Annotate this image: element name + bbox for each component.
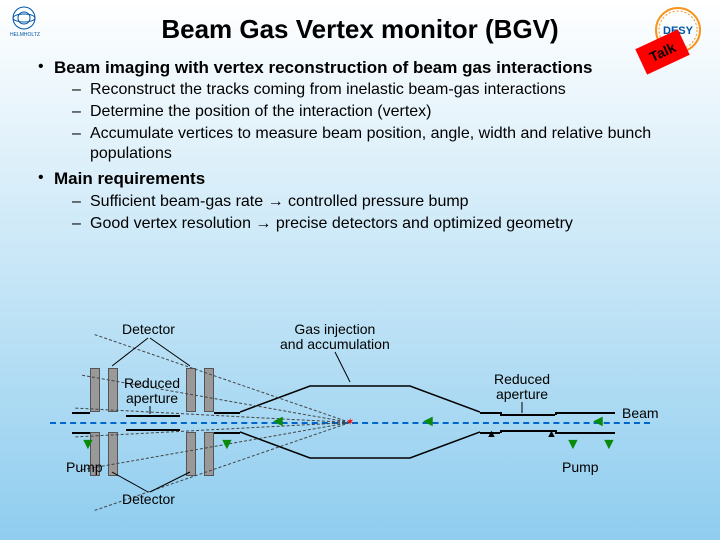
label-pump-right: Pump [562,460,599,475]
pump-arrow-icon: ▼ [219,436,235,454]
sub-bullet-text: Reconstruct the tracks coming from inela… [90,80,566,100]
slide-title: Beam Gas Vertex monitor (BGV) [0,0,720,45]
vertex-point: ✶ [346,417,353,428]
sub-bullet: –Good vertex resolution → precise detect… [72,214,682,234]
bullet-dot: • [38,168,54,187]
sub-bullet-text: Determine the position of the interactio… [90,102,432,122]
pump-arrow-icon: ▼ [565,436,581,454]
bgv-diagram: ✶ ◄ ◄ ◄ ▼ ▼ ▼ ▼ ▲ ▲ Detector Detector Re… [50,322,670,522]
beam-arrow-icon: ◄ [420,413,436,431]
up-arrow-icon: ▲ [546,428,557,440]
detector-plane [186,432,196,476]
label-reduced-left: Reduced aperture [124,376,180,405]
bullet-label: Beam imaging with vertex reconstruction … [54,57,592,78]
pump-arrow-icon: ▼ [80,436,96,454]
label-reduced-right: Reduced aperture [494,372,550,401]
sub-bullet-text: Accumulate vertices to measure beam posi… [90,124,682,164]
sub-bullet: –Accumulate vertices to measure beam pos… [72,124,682,164]
sub-bullet-text: Sufficient beam-gas rate → controlled pr… [90,192,469,212]
detector-plane [108,432,118,476]
up-arrow-icon: ▲ [486,428,497,440]
bullet-item: •Beam imaging with vertex reconstruction… [38,57,682,164]
dash-icon: – [72,124,90,164]
label-detector-top: Detector [122,322,175,337]
pump-arrow-icon: ▼ [601,436,617,454]
dash-icon: – [72,80,90,100]
sub-bullet: –Sufficient beam-gas rate → controlled p… [72,192,682,212]
bullet-item: •Main requirements –Sufficient beam-gas r… [38,168,682,233]
helmholtz-logo: HELMHOLTZ [10,6,65,41]
svg-text:HELMHOLTZ: HELMHOLTZ [10,32,40,38]
bullet-label: Main requirements [54,168,205,189]
label-detector-bottom: Detector [122,492,175,507]
detector-plane [186,368,196,412]
beam-arrow-icon: ◄ [270,413,286,431]
label-beam: Beam [622,406,659,421]
bullet-content: •Beam imaging with vertex reconstruction… [0,45,720,234]
label-gas: Gas injection and accumulation [280,322,390,351]
dash-icon: – [72,192,90,212]
bullet-dot: • [38,57,54,76]
detector-plane [90,368,100,412]
dash-icon: – [72,214,90,234]
detector-plane [108,368,118,412]
sub-bullet-text: Good vertex resolution → precise detecto… [90,214,573,234]
beam-arrow-icon: ◄ [590,413,606,431]
label-pump-left: Pump [66,460,103,475]
sub-bullet: –Reconstruct the tracks coming from inel… [72,80,682,100]
sub-bullet: –Determine the position of the interacti… [72,102,682,122]
dash-icon: – [72,102,90,122]
